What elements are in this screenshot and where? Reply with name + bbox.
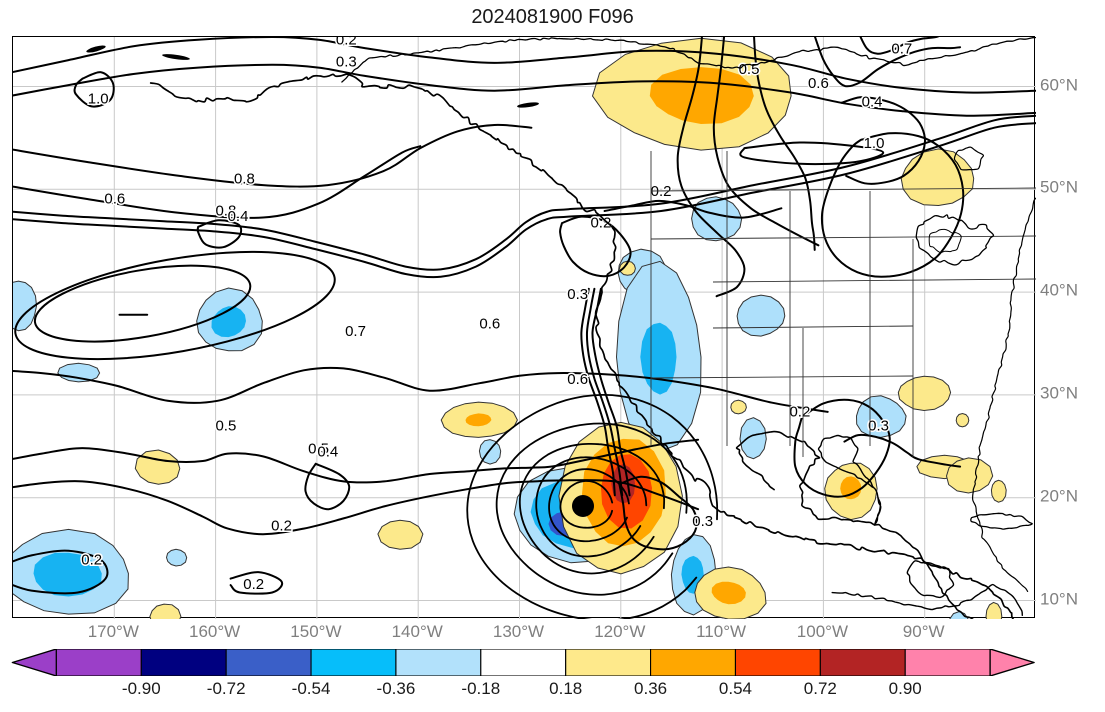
svg-text:0.4: 0.4	[317, 443, 338, 460]
svg-text:0.3: 0.3	[692, 513, 713, 530]
svg-text:0.6: 0.6	[808, 75, 829, 92]
svg-text:0.2: 0.2	[81, 552, 102, 569]
svg-text:0.7: 0.7	[345, 323, 366, 340]
svg-text:0.3: 0.3	[868, 418, 889, 435]
svg-text:0.2: 0.2	[271, 517, 292, 534]
svg-text:0.2: 0.2	[651, 183, 672, 200]
svg-text:0.2: 0.2	[336, 37, 357, 48]
svg-text:0.6: 0.6	[567, 371, 588, 388]
svg-text:0.4: 0.4	[228, 208, 249, 225]
svg-text:0.4: 0.4	[862, 93, 883, 110]
svg-text:0.2: 0.2	[789, 404, 810, 421]
svg-text:0.7: 0.7	[891, 41, 912, 58]
svg-text:0.5: 0.5	[215, 418, 236, 435]
svg-text:0.6: 0.6	[479, 316, 500, 333]
svg-text:0.6: 0.6	[104, 191, 125, 208]
svg-text:0.8: 0.8	[234, 170, 255, 187]
svg-text:0.3: 0.3	[336, 54, 357, 71]
svg-text:1.0: 1.0	[88, 91, 109, 108]
svg-text:0.3: 0.3	[567, 286, 588, 303]
svg-text:0.5: 0.5	[739, 61, 760, 78]
svg-text:1.0: 1.0	[864, 135, 885, 152]
svg-text:0.2: 0.2	[243, 576, 264, 593]
